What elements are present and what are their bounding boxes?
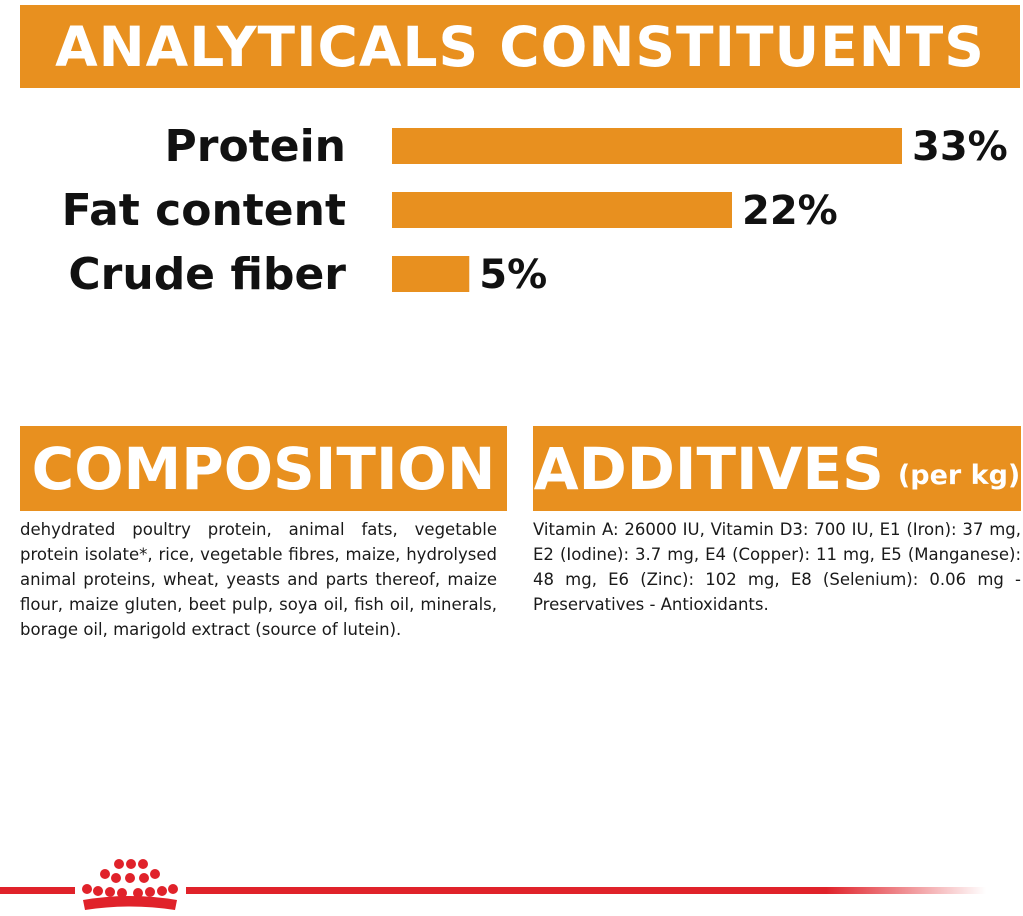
additives-heading-sub: (per kg) [897, 460, 1021, 491]
analyticals-heading: ANALYTICALS CONSTITUENTS [20, 5, 1020, 88]
bar-label: Fat content [62, 185, 346, 236]
constituents-bar-chart: Protein 33% Fat content 22% Crude fiber 5% [62, 121, 1008, 300]
crown-icon [82, 859, 178, 910]
composition-heading: COMPOSITION [20, 426, 507, 511]
footer-line-left [0, 887, 75, 894]
bar-label: Protein [165, 121, 346, 172]
additives-heading-main: ADDITIVES [533, 434, 884, 503]
bar [392, 192, 732, 228]
additives-text: Vitamin A: 26000 IU, Vitamin D3: 700 IU,… [533, 520, 1021, 614]
bar-value-label: 5% [479, 252, 547, 298]
additives-heading: ADDITIVES (per kg) [533, 426, 1021, 511]
footer [0, 850, 1023, 916]
bar [392, 256, 470, 292]
footer-line-right [186, 887, 986, 894]
bar-label: Crude fiber [68, 249, 346, 300]
bar-value-label: 33% [912, 124, 1008, 170]
bar [392, 128, 902, 164]
composition-text: dehydrated poultry protein, animal fats,… [20, 520, 497, 639]
bar-value-label: 22% [742, 188, 838, 234]
